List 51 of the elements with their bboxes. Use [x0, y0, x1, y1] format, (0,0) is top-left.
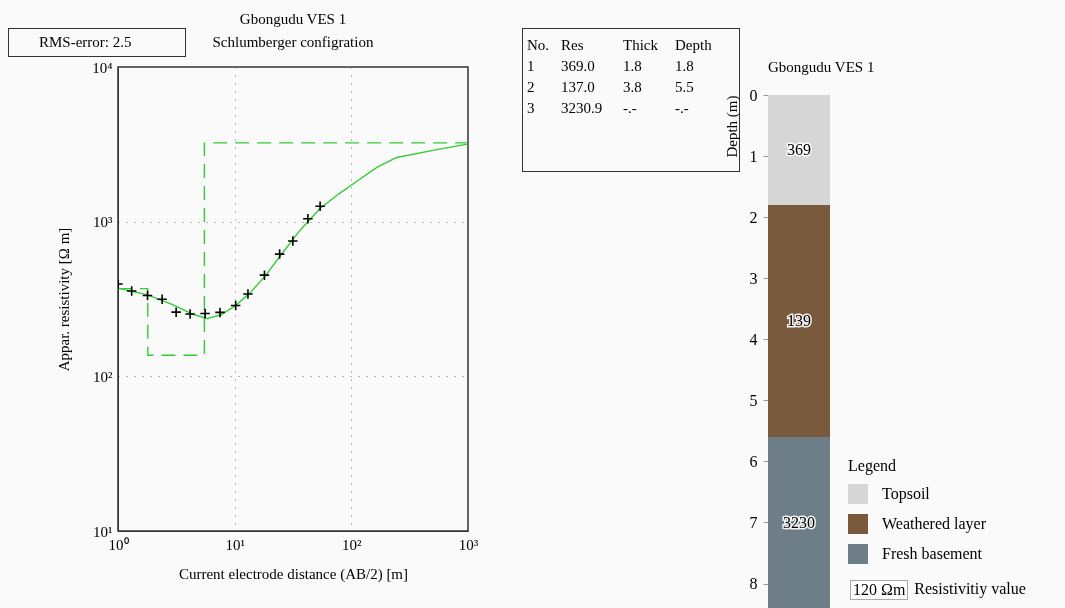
y-axis-title: Depth (m)	[723, 95, 741, 158]
point	[184, 308, 196, 320]
legend-label: Fresh basement	[882, 545, 983, 562]
point	[156, 293, 168, 305]
y-tick-label: 7	[749, 514, 758, 531]
y-tick-label: 10³	[93, 214, 113, 231]
annotation: 3230	[783, 513, 815, 531]
point	[230, 299, 242, 312]
bar	[768, 204, 830, 437]
bar	[768, 437, 830, 608]
legend-label: Weathered layer	[882, 515, 987, 533]
y-tick-label: 4	[749, 330, 758, 348]
y-tick-label: 1	[749, 147, 758, 165]
annotation: 139	[787, 311, 811, 329]
chart-title: Gbongudu VES 1	[768, 59, 875, 75]
y-tick-label: 10⁴	[92, 59, 113, 76]
y-tick-label: 2	[749, 208, 758, 226]
y-axis-title: Appar. resistivity [Ω m]	[56, 227, 73, 372]
point	[214, 306, 226, 318]
point	[126, 285, 138, 297]
bar	[768, 95, 830, 205]
y-tick-label: 6	[749, 452, 758, 470]
point	[199, 307, 211, 319]
point	[258, 269, 270, 281]
text: No. Res Thick Depth	[527, 37, 712, 53]
text: 1 369.0 1.8 1.8	[527, 58, 694, 74]
x-tick-label: 10³	[458, 536, 479, 553]
text: RMS-error: 2.5	[8, 28, 186, 57]
legend-label: Topsoil	[882, 485, 931, 503]
y-tick-label: 3	[749, 269, 758, 287]
point	[242, 288, 254, 300]
chart-title: Gbongudu VES 1	[239, 11, 347, 27]
chart-subtitle: Schlumberger configration	[212, 34, 374, 50]
point	[302, 213, 314, 225]
legend-title: Legend	[848, 457, 896, 475]
text: Resistivitiy value	[914, 580, 1026, 600]
point	[170, 306, 182, 318]
x-tick-label: 10¹	[225, 536, 245, 553]
point	[141, 289, 154, 302]
text: 2 137.0 3.8 5.5	[527, 79, 694, 95]
y-tick-label: 10²	[93, 368, 113, 385]
y-tick-label: 0	[749, 86, 758, 104]
annotation: 369	[787, 140, 811, 158]
y-tick-label: 5	[749, 391, 758, 409]
text: 120 Ωm	[850, 580, 909, 600]
text: 3 3230.9 -.- -.-	[527, 100, 689, 116]
y-tick-label: 8	[749, 575, 758, 593]
point	[287, 235, 299, 247]
x-axis-title: Current electrode distance (AB/2) [m]	[178, 565, 409, 583]
x-tick-label: 10²	[342, 536, 363, 553]
point	[274, 248, 286, 260]
